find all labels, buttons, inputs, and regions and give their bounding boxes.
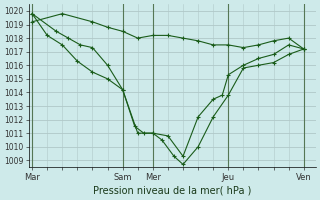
- X-axis label: Pression niveau de la mer( hPa ): Pression niveau de la mer( hPa ): [93, 186, 252, 196]
